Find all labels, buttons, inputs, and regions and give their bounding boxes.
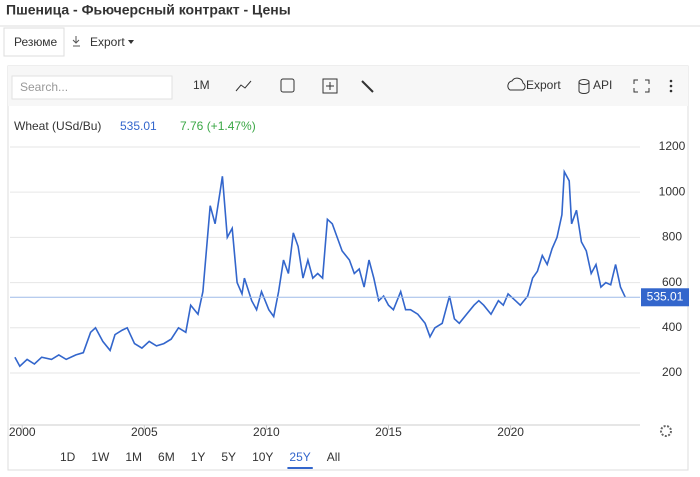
search-placeholder[interactable]: Search...: [20, 80, 68, 94]
range-button[interactable]: All: [327, 450, 340, 464]
search-box[interactable]: [11, 75, 173, 100]
x-tick-label: 2005: [131, 425, 158, 439]
chart-panel: [7, 65, 689, 471]
page-title: Пшеница - Фьючерсный контракт - Цены: [6, 2, 291, 18]
x-tick-label: 2010: [253, 425, 280, 439]
price-line: [14, 168, 627, 368]
cloud-icon[interactable]: [507, 77, 526, 91]
x-tick-label: 2020: [497, 425, 524, 439]
settings-icon[interactable]: [361, 80, 374, 93]
fullscreen-icon[interactable]: [633, 79, 650, 93]
range-bar: 1D 1W 1M 6M 1Y 5Y 10Y 25Y All: [60, 450, 340, 469]
y-tick-label: 800: [662, 230, 682, 244]
legend-name: Wheat (USd/Bu): [14, 119, 101, 133]
x-tick-label: 2015: [375, 425, 402, 439]
menu-dot: [669, 89, 673, 93]
download-icon: [72, 36, 80, 47]
range-button[interactable]: 10Y: [252, 450, 273, 464]
add-plus: [326, 82, 334, 90]
tab[interactable]: Резюме: [14, 35, 58, 49]
range-button[interactable]: 25Y: [289, 450, 310, 464]
legend-change: 7.76 (+1.47%): [180, 119, 256, 133]
y-tick-label: 200: [662, 365, 682, 379]
calendar-icon[interactable]: [280, 78, 295, 93]
range-button[interactable]: 5Y: [221, 450, 236, 464]
menu-dot[interactable]: [669, 79, 673, 83]
range-button[interactable]: 6M: [158, 450, 175, 464]
line-icon[interactable]: [235, 80, 252, 92]
range-button[interactable]: 1M: [125, 450, 142, 464]
tab-box: [3, 27, 65, 57]
export-button[interactable]: Export: [526, 78, 561, 92]
range-button[interactable]: 1W: [91, 450, 110, 464]
db-icon-body: [578, 82, 590, 94]
caret: [128, 40, 134, 44]
legend-value: 535.01: [120, 119, 157, 133]
y-tick-label: 1200: [659, 139, 686, 153]
last-value-badge: [641, 288, 689, 307]
tab[interactable]: Export: [90, 35, 125, 49]
y-tick-label: 1000: [659, 184, 686, 198]
add-icon[interactable]: [322, 78, 338, 94]
interval[interactable]: 1M: [193, 78, 210, 92]
range-button[interactable]: 1D: [60, 450, 76, 464]
y-tick-label: 600: [662, 275, 682, 289]
gear-icon[interactable]: [660, 425, 672, 437]
range-button[interactable]: 1Y: [191, 450, 206, 464]
x-tick-label: 2000: [9, 425, 36, 439]
menu-dot: [669, 84, 673, 88]
last-value-label: 535.01: [647, 289, 684, 303]
y-tick-label: 400: [662, 320, 682, 334]
api-button[interactable]: API: [593, 78, 612, 92]
